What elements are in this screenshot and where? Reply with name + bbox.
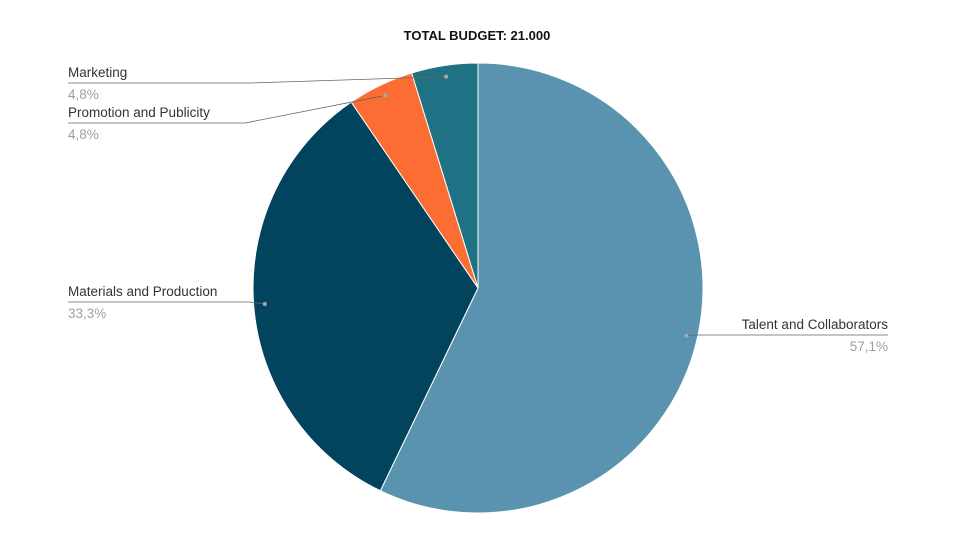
slice-label: Talent and Collaborators [742,317,889,332]
leader-line [68,95,386,124]
leader-dot [383,93,388,98]
slice-label-group-talent-and-collaborators: Talent and Collaborators 57,1% [684,317,888,354]
leader-dot [444,74,449,79]
leader-dot [684,333,689,338]
slice-label: Marketing [68,65,127,80]
slice-percent: 57,1% [850,339,888,354]
pie-slice-marketing[interactable] [411,62,479,289]
pie-slices [252,62,704,514]
slice-label-group-promotion-and-publicity: Promotion and Publicity 4,8% [68,93,388,142]
chart-title: TOTAL BUDGET: 21.000 [404,28,551,43]
slice-label-group-marketing: Marketing 4,8% [68,65,449,102]
pie-slice-talent-and-collaborators[interactable] [379,62,704,514]
slice-percent: 33,3% [68,306,106,321]
pie-slice-materials-and-production[interactable] [252,101,479,492]
leader-line [686,334,888,336]
slice-label: Promotion and Publicity [68,105,210,120]
slice-label: Materials and Production [68,284,217,299]
slice-percent: 4,8% [68,87,99,102]
leader-line [68,76,447,84]
leader-dot [262,301,267,306]
slice-label-group-materials-and-production: Materials and Production 33,3% [68,284,267,321]
pie-labels: Talent and Collaborators 57,1% Materials a… [68,65,888,354]
leader-line [68,301,265,305]
slice-percent: 4,8% [68,127,99,142]
